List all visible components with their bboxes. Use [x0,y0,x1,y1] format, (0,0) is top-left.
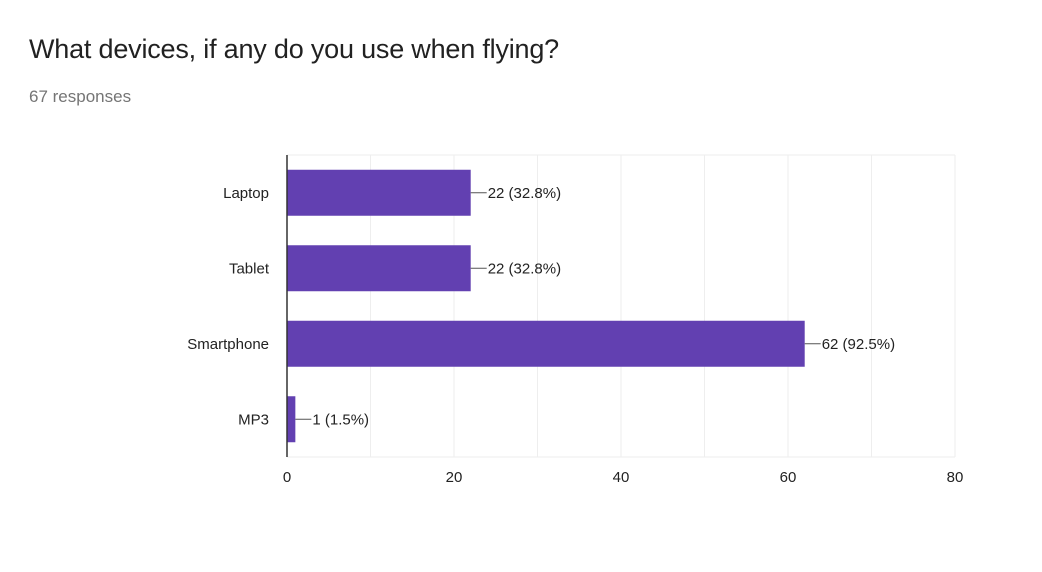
response-count: 67 responses [29,87,132,106]
data-label: 22 (32.8%) [488,185,561,202]
category-label: Tablet [229,260,270,277]
bar-tablet [287,245,471,292]
bar-mp3 [287,396,296,443]
bars [287,169,805,443]
labels: Laptop 22 (32.8%) Tablet 22 (32.8%) Smartpho… [187,185,963,486]
x-tick-label: 40 [613,469,630,486]
category-label: Smartphone [187,336,269,353]
x-tick-label: 20 [446,469,463,486]
question-title: What devices, if any do you use when fly… [29,34,560,64]
category-label: Laptop [223,185,269,202]
bar-smartphone [287,320,805,367]
category-label: MP3 [238,411,269,428]
data-label: 62 (92.5%) [822,336,895,353]
data-label: 22 (32.8%) [488,260,561,277]
x-tick-label: 80 [947,469,964,486]
x-tick-label: 0 [283,469,291,486]
x-tick-label: 60 [780,469,797,486]
bar-laptop [287,169,471,216]
data-label: 1 (1.5%) [312,411,369,428]
